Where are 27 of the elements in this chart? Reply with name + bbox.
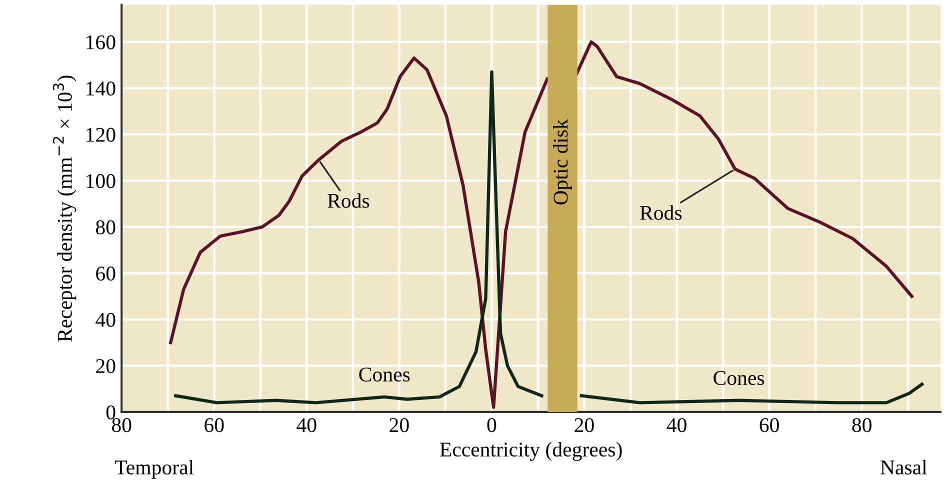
x-tick-label: 40 xyxy=(666,418,686,432)
band-label: Optic disk xyxy=(553,119,572,204)
x-tick-label: 80 xyxy=(852,418,872,432)
text: Temporal xyxy=(114,460,194,479)
x-tick-label: 0 xyxy=(487,418,496,432)
y-tick-label: 140 xyxy=(86,82,116,96)
x-tick-label: 80 xyxy=(112,418,132,432)
x-tick-label: 60 xyxy=(760,418,779,432)
y-tick-label: 100 xyxy=(86,174,116,188)
series-label: Cones xyxy=(714,371,764,386)
x-axis-title: Eccentricity (degrees) xyxy=(440,442,622,461)
x-tick-label: 60 xyxy=(204,418,224,432)
y-tick-label: 0 xyxy=(106,405,116,420)
y-tick-label: 160 xyxy=(86,35,116,50)
y-tick-label: 20 xyxy=(96,359,116,374)
x-tick-label: 20 xyxy=(574,418,594,432)
text: Cones xyxy=(359,368,410,382)
y-tick-label: 80 xyxy=(96,220,116,234)
y-axis-title: Receptor density (mm$^{−2}$ × 10$^{3}$) xyxy=(52,76,76,342)
x-tick-label: 20 xyxy=(390,418,409,432)
text: Rods xyxy=(640,205,682,220)
text: Nasal xyxy=(880,460,927,474)
y-tick-label: 120 xyxy=(86,128,116,142)
series-label: Rods xyxy=(328,193,370,208)
x-tick-label: 40 xyxy=(296,418,316,432)
y-tick-label: 40 xyxy=(96,312,116,327)
y-tick-label: 60 xyxy=(96,266,116,281)
